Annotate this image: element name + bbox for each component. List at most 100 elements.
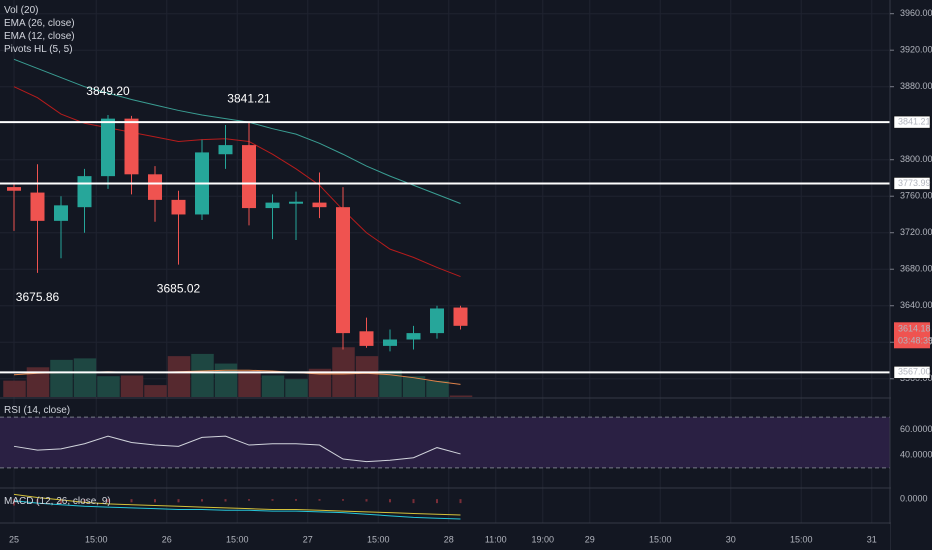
macd-histogram-bar — [60, 499, 62, 504]
legend-ema26[interactable]: EMA (26, close) — [4, 18, 75, 29]
price-tick-label: 3720.00 — [900, 227, 932, 237]
candle-body — [359, 331, 374, 346]
macd-histogram-bar — [130, 499, 133, 503]
legend-macd[interactable]: MACD (12, 26, close, 9) — [4, 496, 111, 507]
hline-price-tag-label: 3567.00 — [898, 367, 931, 377]
candle-body — [7, 187, 21, 191]
macd-histogram-bar — [107, 499, 109, 503]
rsi-line — [13, 435, 461, 463]
hline-price-tag — [893, 177, 931, 190]
rsi-tick-label: 60.0000 — [900, 424, 932, 434]
time-tick-label: 30 — [726, 534, 736, 544]
rsi-pane — [0, 416, 890, 469]
legend-vol[interactable]: Vol (20) — [4, 5, 39, 16]
volume-bar — [191, 353, 214, 397]
macd-pane — [13, 493, 462, 520]
price-tick-label: 3800.00 — [900, 154, 932, 164]
pivot-label: 3841.21 — [227, 91, 271, 105]
candle-body — [289, 201, 303, 204]
time-tick-label: 29 — [585, 534, 595, 544]
time-tick-label: 15:00 — [649, 534, 672, 544]
candle-body — [406, 333, 421, 340]
volume-bar — [50, 359, 73, 397]
macd-histogram-bar — [154, 499, 156, 503]
countdown-label: 03:48:39 — [898, 336, 932, 346]
macd-histogram-bar — [177, 499, 180, 503]
legend-ema12[interactable]: EMA (12, close) — [4, 31, 75, 42]
candle-body — [171, 199, 186, 215]
legend-pivots[interactable]: Pivots HL (5, 5) — [4, 44, 73, 55]
volume-bar — [355, 356, 379, 397]
time-tick-label: 15:00 — [226, 534, 249, 544]
volume-bar — [214, 363, 238, 397]
macd-histogram-bar — [295, 499, 297, 501]
pivot-label: 3675.86 — [16, 290, 60, 304]
macd-histogram-bar — [201, 499, 203, 502]
time-tick-label: 15:00 — [367, 534, 390, 544]
candle-body — [54, 205, 68, 221]
rsi-tick-label: 40.0000 — [900, 450, 932, 460]
volume-bar — [167, 356, 191, 397]
ema-lines — [13, 58, 461, 277]
candle-body — [336, 207, 350, 334]
time-tick-label: 27 — [303, 534, 313, 544]
ema26-line — [13, 58, 461, 204]
candle-body — [453, 307, 468, 326]
price-axis[interactable]: 3960.00 3920.00 3880.00 3800.00 3760.00 3720.… — [890, 0, 932, 550]
candle-body — [430, 308, 444, 334]
price-tick-label: 3680.00 — [900, 264, 932, 274]
volume-bar — [449, 395, 473, 397]
time-axis[interactable]: 25 15:00 26 15:00 27 15:00 28 11:00 19:00 29 15:00… — [0, 524, 890, 550]
macd-histogram-bar — [248, 499, 250, 501]
pivot-label: 3849.20 — [86, 84, 130, 98]
candle-body — [312, 202, 327, 208]
macd-line — [13, 500, 461, 520]
candle-body — [148, 174, 162, 200]
current-price-tag — [894, 322, 930, 349]
macd-histogram-bar — [36, 499, 39, 505]
macd-histogram-bar — [224, 499, 227, 502]
volume-bar — [261, 375, 285, 397]
time-tick-label: 25 — [9, 534, 19, 544]
price-tick-label: 3760.00 — [900, 191, 932, 201]
hline-price-tag — [893, 366, 931, 379]
macd-histogram-bar — [365, 499, 368, 502]
candle-body — [242, 145, 256, 209]
price-tick-label: 3640.00 — [900, 300, 932, 310]
macd-signal-line — [13, 493, 461, 516]
volume-bar — [26, 367, 50, 397]
price-tick-label: 3880.00 — [900, 81, 932, 91]
hline-price-tag-label: 3841.21 — [898, 116, 931, 126]
time-axis-background — [0, 524, 890, 550]
volume-bar — [73, 358, 97, 397]
price-tick-label: 3960.00 — [900, 8, 932, 18]
macd-histogram-bar — [436, 499, 438, 504]
time-tick-label: 15:00 — [85, 534, 108, 544]
time-tick-label: 11:00 — [485, 534, 507, 544]
pivot-labels: 3675.86 3849.20 3685.02 3841.21 — [16, 84, 271, 304]
volume-bar — [3, 380, 26, 397]
macd-histogram-bar — [412, 499, 415, 504]
volume-bar — [120, 375, 144, 397]
rsi-band — [0, 417, 890, 468]
time-tick-label: 26 — [162, 534, 172, 544]
volume-bar — [238, 371, 261, 397]
candle-body — [101, 118, 115, 177]
time-tick-label: 19:00 — [531, 534, 554, 544]
volume-bar — [379, 370, 402, 397]
price-axis-background — [891, 0, 932, 550]
hline-price-tag-label: 3773.99 — [898, 178, 931, 188]
time-tick-label: 28 — [444, 534, 454, 544]
horizontal-lines[interactable] — [0, 121, 890, 374]
price-tick-label: 3920.00 — [900, 45, 932, 55]
candle-body — [383, 339, 397, 346]
volume-bar — [402, 376, 426, 397]
candle-body — [218, 145, 233, 155]
legend-rsi[interactable]: RSI (14, close) — [4, 405, 71, 416]
macd-histogram-bar — [389, 499, 391, 503]
macd-histogram-bar — [271, 499, 274, 501]
macd-histogram-bar — [459, 499, 462, 504]
volume-bar — [426, 380, 449, 397]
